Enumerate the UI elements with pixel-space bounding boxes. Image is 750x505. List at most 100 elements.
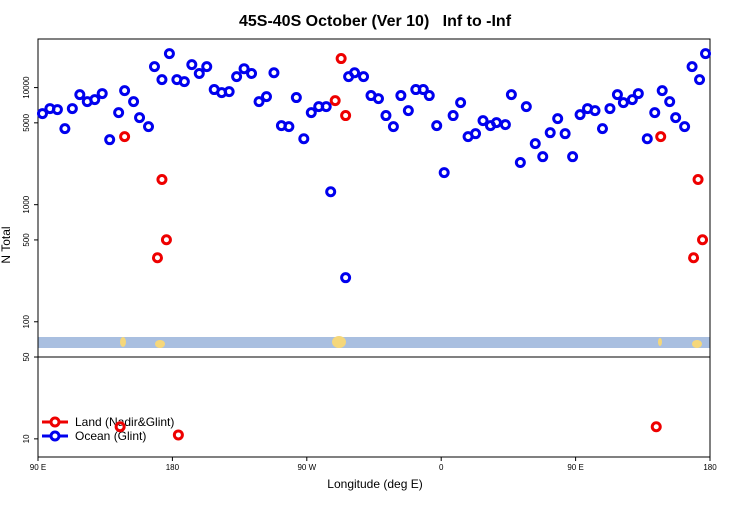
point: [641, 133, 653, 145]
point: [193, 67, 205, 79]
point: [544, 127, 556, 139]
point: [66, 103, 78, 115]
point: [163, 48, 175, 60]
y-tick-label: 5000: [22, 113, 31, 131]
y-tick-label: 100: [22, 315, 31, 329]
point: [423, 90, 435, 102]
point: [395, 90, 407, 102]
point: [664, 96, 676, 108]
point: [172, 429, 184, 441]
point: [186, 59, 198, 71]
point: [505, 89, 517, 101]
point: [201, 61, 213, 73]
x-tick-label: 0: [439, 463, 444, 472]
point: [604, 103, 616, 115]
point: [134, 112, 146, 124]
point: [283, 121, 295, 133]
x-tick-label: 90 E: [567, 463, 583, 472]
legend-label: Land (Nadir&Glint): [75, 415, 174, 429]
point: [223, 86, 235, 98]
point: [447, 110, 459, 122]
legend-marker: [49, 416, 61, 428]
point: [89, 94, 101, 106]
x-tick-label: 180: [703, 463, 717, 472]
point: [160, 234, 172, 246]
point: [520, 101, 532, 113]
point: [626, 94, 638, 106]
point: [119, 131, 131, 143]
point: [340, 110, 352, 122]
point: [514, 157, 526, 169]
point: [238, 63, 250, 75]
point: [650, 421, 662, 433]
point: [335, 53, 347, 65]
plot-frame: [37, 38, 711, 458]
point: [670, 112, 682, 124]
x-tick-label: 90 W: [297, 463, 316, 472]
point: [96, 88, 108, 100]
point: [686, 61, 698, 73]
point: [402, 105, 414, 117]
point: [589, 105, 601, 117]
point: [36, 108, 48, 120]
point: [552, 113, 564, 125]
point: [74, 89, 86, 101]
point: [51, 104, 63, 116]
point: [349, 67, 361, 79]
point: [113, 107, 125, 119]
y-tick-label: 10: [22, 434, 31, 443]
point: [679, 121, 691, 133]
point: [104, 134, 116, 146]
point: [417, 84, 429, 96]
x-tick-label: 90 E: [30, 463, 46, 472]
y-tick-label: 50: [22, 352, 31, 361]
point: [151, 252, 163, 264]
point: [596, 123, 608, 135]
point: [632, 88, 644, 100]
point: [329, 95, 341, 107]
y-axis-label: N Total: [0, 226, 13, 263]
chart-title: 45S-40S October (Ver 10) Inf to -Inf: [239, 13, 512, 30]
point: [128, 96, 140, 108]
point: [611, 89, 623, 101]
point: [617, 97, 629, 109]
point: [499, 119, 511, 131]
point: [231, 71, 243, 83]
legend-marker: [49, 430, 61, 442]
point: [320, 101, 332, 113]
point: [290, 92, 302, 104]
point: [114, 421, 126, 433]
point: [477, 115, 489, 127]
point: [656, 85, 668, 97]
point: [537, 151, 549, 163]
point: [268, 67, 280, 79]
x-axis-label: Longitude (deg E): [327, 477, 422, 491]
point: [156, 174, 168, 186]
legend: Land (Nadir&Glint)Ocean (Glint): [42, 415, 174, 443]
point: [246, 67, 258, 79]
point: [574, 109, 586, 121]
point: [697, 234, 709, 246]
point: [340, 272, 352, 284]
point: [692, 174, 704, 186]
point: [156, 74, 168, 86]
point: [380, 110, 392, 122]
point: [649, 107, 661, 119]
point: [700, 48, 712, 60]
y-tick-label: 500: [22, 233, 31, 247]
point: [655, 131, 667, 143]
point: [119, 85, 131, 97]
point: [567, 151, 579, 163]
point: [431, 120, 443, 132]
point: [470, 128, 482, 140]
point: [694, 74, 706, 86]
point: [325, 186, 337, 198]
point: [253, 96, 265, 108]
point: [148, 61, 160, 73]
x-tick-label: 180: [166, 463, 180, 472]
point: [358, 71, 370, 83]
point: [559, 128, 571, 140]
point: [438, 167, 450, 179]
point: [387, 121, 399, 133]
